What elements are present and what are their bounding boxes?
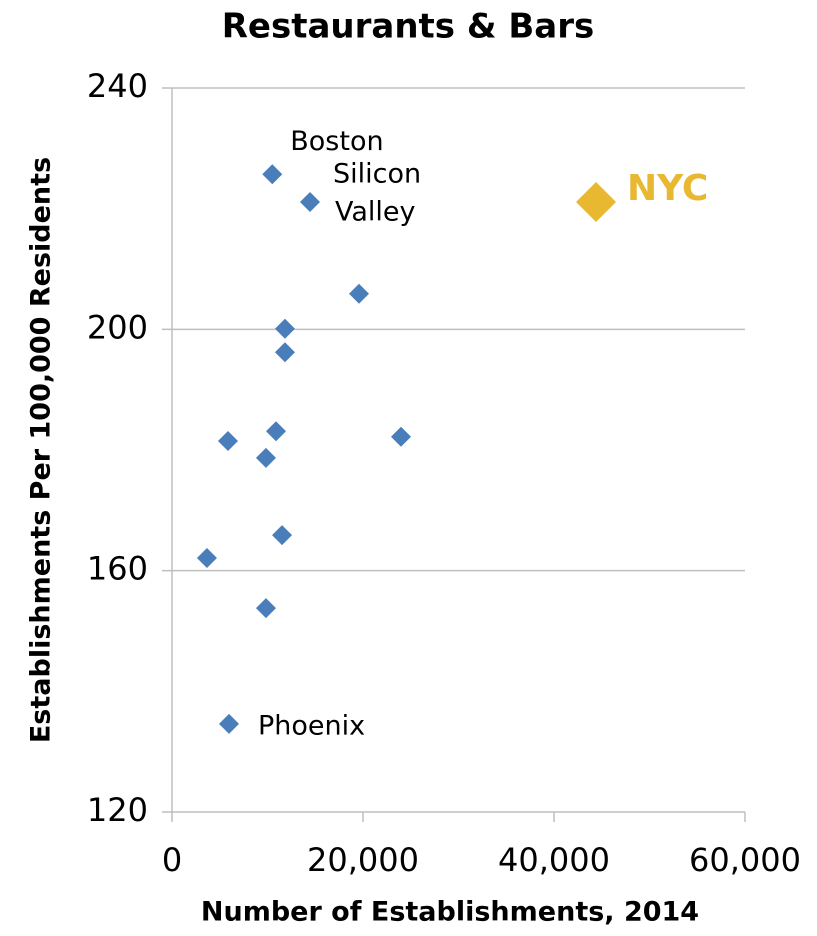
point (274, 318, 295, 339)
x-axis-label: Number of Establishments, 2014 (201, 897, 699, 928)
x-tick-label: 60,000 (689, 841, 801, 879)
point (255, 447, 276, 468)
y-tick-label: 200 (87, 308, 148, 346)
point (348, 283, 369, 304)
point-label: Boston (290, 126, 383, 157)
point-label: Phoenix (258, 710, 365, 741)
x-tick-label: 20,000 (307, 841, 419, 879)
x-tick-label: 0 (162, 841, 182, 879)
point (255, 598, 276, 619)
point (274, 342, 295, 363)
chart-title: Restaurants & Bars (222, 7, 594, 47)
point-label: Valley (335, 197, 416, 228)
point (219, 713, 240, 734)
point (196, 547, 217, 568)
y-tick-label: 240 (87, 67, 148, 105)
point (265, 421, 286, 442)
y-axis-label: Establishments Per 100,000 Residents (26, 157, 57, 743)
point-label: Silicon (333, 159, 421, 190)
point-label: NYC (627, 168, 708, 209)
point (262, 164, 283, 185)
point (272, 525, 293, 546)
y-tick-label: 120 (87, 791, 148, 829)
y-tick-label: 160 (87, 550, 148, 588)
x-tick-label: 40,000 (498, 841, 610, 879)
point (391, 426, 412, 447)
point (217, 430, 238, 451)
point (576, 182, 617, 223)
point (299, 192, 320, 213)
